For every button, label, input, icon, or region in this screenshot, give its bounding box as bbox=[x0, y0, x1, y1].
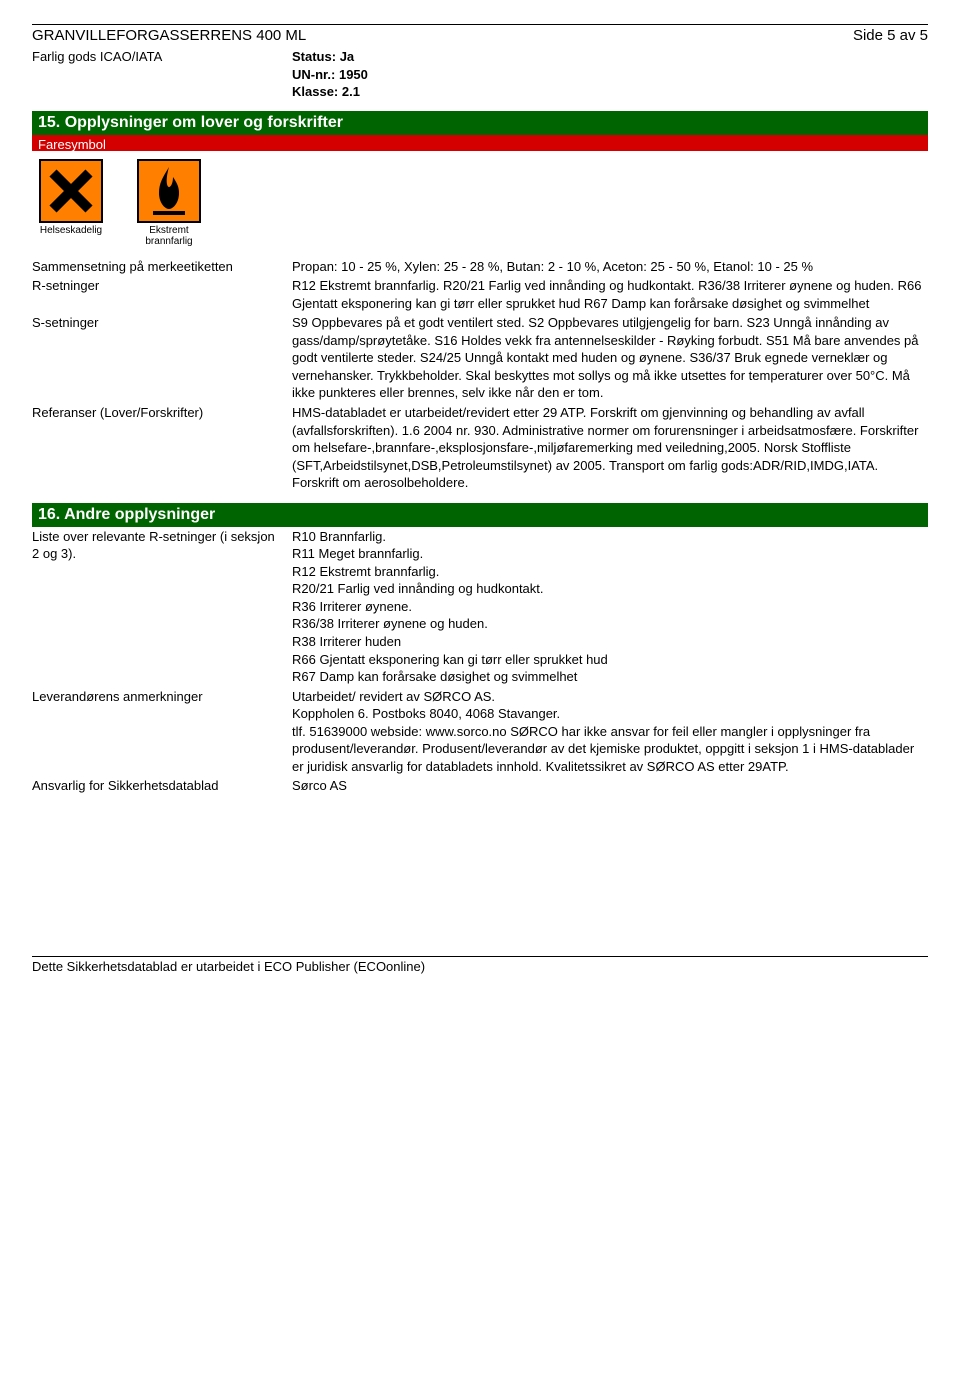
row-label: Sammensetning på merkeetiketten bbox=[32, 258, 292, 276]
flame-icon bbox=[137, 159, 201, 223]
faresymbol-bar: Faresymbol bbox=[32, 135, 928, 151]
hazard-symbols-row: Helseskadelig Ekstremt brannfarlig bbox=[32, 151, 928, 257]
row-label: R-setninger bbox=[32, 277, 292, 312]
row-leverandor: Leverandørens anmerkninger Utarbeidet/ r… bbox=[32, 687, 928, 777]
footer-text: Dette Sikkerhetsdatablad er utarbeidet i… bbox=[32, 956, 928, 974]
hazard-brannfarlig: Ekstremt brannfarlig bbox=[130, 159, 208, 247]
klasse-value: 2.1 bbox=[342, 84, 360, 99]
hazard-helseskadelig: Helseskadelig bbox=[32, 159, 110, 247]
page-number: Side 5 av 5 bbox=[853, 27, 928, 44]
row-referanser: Referanser (Lover/Forskrifter) HMS-datab… bbox=[32, 403, 928, 493]
section-16-header: 16. Andre opplysninger bbox=[32, 503, 928, 527]
row-label: Leverandørens anmerkninger bbox=[32, 688, 292, 776]
hazard-label: Ekstremt brannfarlig bbox=[130, 225, 208, 247]
row-r-list: Liste over relevante R-setninger (i seks… bbox=[32, 527, 928, 687]
row-value: Utarbeidet/ revidert av SØRCO AS. Koppho… bbox=[292, 688, 928, 776]
xcross-icon bbox=[39, 159, 103, 223]
row-label: Ansvarlig for Sikkerhetsdatablad bbox=[32, 777, 292, 795]
row-r-setninger: R-setninger R12 Ekstremt brannfarlig. R2… bbox=[32, 276, 928, 313]
row-ansvarlig: Ansvarlig for Sikkerhetsdatablad Sørco A… bbox=[32, 776, 928, 796]
hazard-label: Helseskadelig bbox=[40, 225, 102, 236]
row-label: Liste over relevante R-setninger (i seks… bbox=[32, 528, 292, 686]
row-value: HMS-databladet er utarbeidet/revidert et… bbox=[292, 404, 928, 492]
klasse-label: Klasse: bbox=[292, 84, 338, 99]
row-value: R12 Ekstremt brannfarlig. R20/21 Farlig … bbox=[292, 277, 928, 312]
row-label: Referanser (Lover/Forskrifter) bbox=[32, 404, 292, 492]
row-s-setninger: S-setninger S9 Oppbevares på et godt ven… bbox=[32, 313, 928, 403]
row-value: Sørco AS bbox=[292, 777, 928, 795]
row-value: S9 Oppbevares på et godt ventilert sted.… bbox=[292, 314, 928, 402]
row-value: Propan: 10 - 25 %, Xylen: 25 - 28 %, But… bbox=[292, 258, 928, 276]
row-value: R10 Brannfarlig. R11 Meget brannfarlig. … bbox=[292, 528, 928, 686]
status-label: Status: bbox=[292, 49, 336, 64]
section-15-header: 15. Opplysninger om lover og forskrifter bbox=[32, 111, 928, 135]
un-label: UN-nr.: bbox=[292, 67, 335, 82]
un-value: 1950 bbox=[339, 67, 368, 82]
row-sammensetning: Sammensetning på merkeetiketten Propan: … bbox=[32, 257, 928, 277]
row-label: S-setninger bbox=[32, 314, 292, 402]
status-value: Ja bbox=[340, 49, 354, 64]
transport-label: Farlig gods ICAO/IATA bbox=[32, 48, 292, 66]
product-title: GRANVILLEFORGASSERRENS 400 ML bbox=[32, 27, 306, 44]
